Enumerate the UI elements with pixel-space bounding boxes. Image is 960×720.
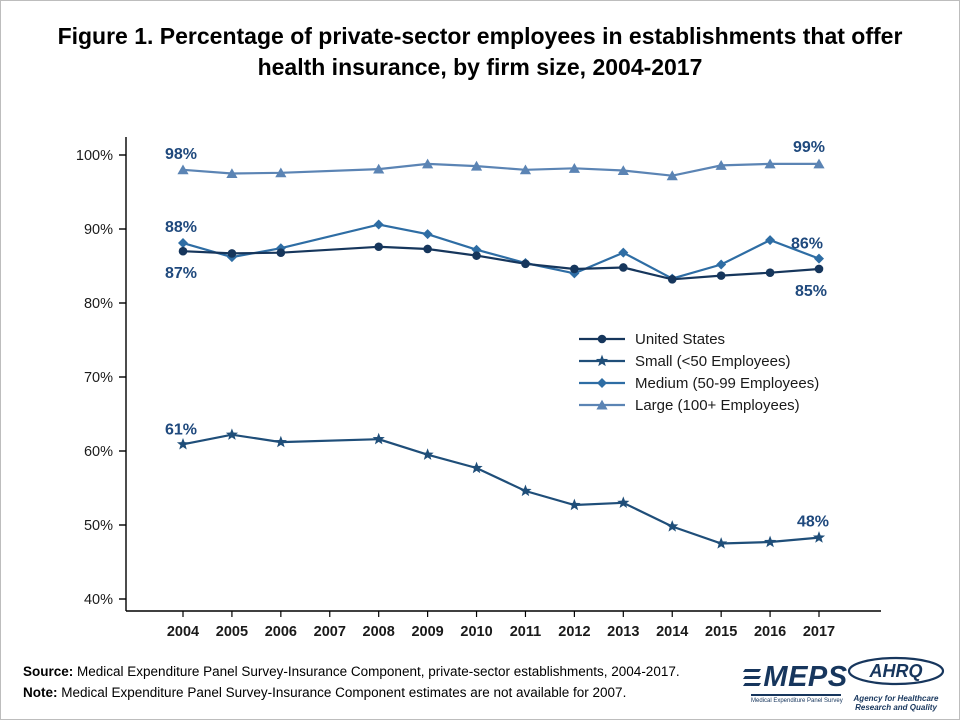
y-tick-label: 90% xyxy=(84,222,113,238)
x-tick-label: 2016 xyxy=(754,624,786,640)
x-tick-label: 2010 xyxy=(460,624,492,640)
ahrq-logo-text: AHRQ xyxy=(869,661,923,681)
chart-svg: 40% 50% 60% 70% 80% 90% 100% 2004 2005 2006 2007 20… xyxy=(76,137,881,640)
x-tick-label: 2006 xyxy=(265,624,297,640)
legend-label: Medium (50-99 Employees) xyxy=(635,375,819,392)
meps-logo-stripes-icon xyxy=(743,667,762,688)
y-tick-label: 80% xyxy=(84,296,113,312)
x-tick-label: 2015 xyxy=(705,624,737,640)
series-medium-50-99-employees xyxy=(178,219,824,284)
chart: 40% 50% 60% 70% 80% 90% 100% 2004 2005 2006 2007 20… xyxy=(1,107,959,655)
source-label: Source: xyxy=(23,664,74,679)
y-tick-label: 50% xyxy=(84,518,113,534)
series-small-50-employees xyxy=(176,428,826,549)
x-tick-label: 2017 xyxy=(803,624,835,640)
ahrq-logo-ellipse-icon: AHRQ xyxy=(847,656,945,686)
series-large-100-employees xyxy=(177,158,825,181)
x-tick-label: 2011 xyxy=(510,624,541,640)
x-tick-label: 2014 xyxy=(656,624,688,640)
x-tick-label: 2005 xyxy=(216,624,248,640)
note-line: Note: Medical Expenditure Panel Survey-I… xyxy=(23,683,743,704)
data-label: 99% xyxy=(793,139,825,156)
source-line: Source: Medical Expenditure Panel Survey… xyxy=(23,662,743,683)
footer: Source: Medical Expenditure Panel Survey… xyxy=(23,662,743,704)
ahrq-logo-subtitle: Agency for Healthcare Research and Quali… xyxy=(853,694,939,713)
meps-logo: MEPS Medical Expenditure Panel Survey xyxy=(743,663,847,704)
legend-label: United States xyxy=(635,331,725,348)
x-tick-label: 2012 xyxy=(558,624,590,640)
data-label: 61% xyxy=(165,421,197,438)
data-label: 85% xyxy=(795,283,827,300)
x-tick-label: 2009 xyxy=(411,624,443,640)
x-tick-label: 2008 xyxy=(363,624,395,640)
data-label: 48% xyxy=(797,514,829,531)
x-tick-label: 2007 xyxy=(314,624,346,640)
y-tick-label: 40% xyxy=(84,592,113,608)
data-label: 86% xyxy=(791,236,823,253)
legend-label: Small (<50 Employees) xyxy=(635,353,790,370)
x-tick-label: 2013 xyxy=(607,624,639,640)
meps-logo-subtitle: Medical Expenditure Panel Survey xyxy=(751,698,843,704)
y-tick-label: 70% xyxy=(84,370,113,386)
note-text: Medical Expenditure Panel Survey-Insuran… xyxy=(57,684,627,700)
legend-label: Large (100+ Employees) xyxy=(635,397,800,414)
data-label: 88% xyxy=(165,219,197,236)
note-label: Note: xyxy=(23,684,58,700)
meps-logo-rule xyxy=(751,694,841,696)
meps-logo-text: MEPS xyxy=(763,661,848,693)
source-text: Medical Expenditure Panel Survey-Insuran… xyxy=(73,664,680,679)
x-tick-label: 2004 xyxy=(167,624,199,640)
ahrq-logo: AHRQ Agency for Healthcare Research and … xyxy=(845,656,947,712)
legend: United States Small (<50 Employees) Medium… xyxy=(579,331,819,414)
data-label: 98% xyxy=(165,146,197,163)
series-united-states xyxy=(178,242,824,284)
figure-title: Figure 1. Percentage of private-sector e… xyxy=(57,23,903,81)
y-tick-label: 60% xyxy=(84,444,113,460)
y-tick-label: 100% xyxy=(76,148,113,164)
data-label: 87% xyxy=(165,265,197,282)
